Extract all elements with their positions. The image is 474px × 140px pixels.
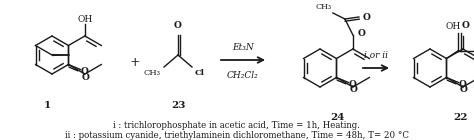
Text: i or ii: i or ii (364, 51, 388, 60)
Text: i : trichlorophosphate in acetic acid, Time = 1h, Heating.: i : trichlorophosphate in acetic acid, T… (113, 122, 361, 130)
Text: CH₃: CH₃ (316, 3, 332, 11)
Text: 23: 23 (171, 101, 185, 109)
Text: Et₃N: Et₃N (232, 43, 254, 52)
Text: O: O (358, 30, 366, 38)
Text: +: + (130, 55, 140, 68)
Text: Cl: Cl (195, 69, 205, 77)
Text: O: O (350, 86, 358, 94)
Text: O: O (462, 20, 469, 30)
Text: O: O (458, 80, 466, 89)
Text: O: O (348, 80, 356, 89)
Text: OH: OH (446, 22, 461, 31)
Text: ii : potassium cyanide, triethylaminein dichloromethane, Time = 48h, T= 20 °C: ii : potassium cyanide, triethylaminein … (65, 131, 409, 140)
Text: OH: OH (77, 15, 92, 24)
Text: 22: 22 (454, 114, 468, 122)
Text: O: O (82, 73, 90, 81)
Text: O: O (81, 67, 88, 76)
Text: O: O (363, 12, 371, 22)
Text: 24: 24 (330, 114, 344, 122)
Text: 1: 1 (44, 101, 51, 109)
Text: O: O (174, 21, 182, 30)
Text: O: O (460, 86, 468, 94)
Text: CH₃: CH₃ (144, 69, 161, 77)
Text: CH₂Cl₂: CH₂Cl₂ (227, 72, 259, 80)
